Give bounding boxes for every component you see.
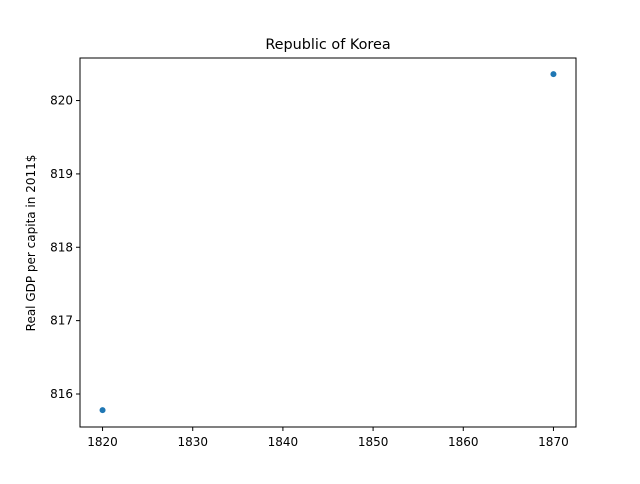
data-points [99,71,557,414]
data-point [550,71,557,78]
y-tick-label: 819 [50,167,73,181]
plot-area-frame [79,57,577,428]
x-tick-label: 1870 [538,435,569,449]
x-tick-label: 1850 [358,435,389,449]
y-axis-ticks: 816 817 818 819 820 [50,94,80,401]
y-tick-label: 820 [50,94,73,108]
x-tick-label: 1820 [87,435,118,449]
y-tick-label: 818 [50,240,73,254]
x-tick-label: 1830 [177,435,208,449]
x-axis-ticks: 1820 1830 1840 1850 1860 1870 [87,427,569,449]
y-tick-label: 816 [50,387,73,401]
y-tick-label: 817 [50,314,73,328]
chart-title: Republic of Korea [265,37,390,53]
y-axis-title: Real GDP per capita in 2011$ [24,155,38,332]
data-point [99,407,106,414]
x-tick-label: 1860 [448,435,479,449]
x-tick-label: 1840 [268,435,299,449]
